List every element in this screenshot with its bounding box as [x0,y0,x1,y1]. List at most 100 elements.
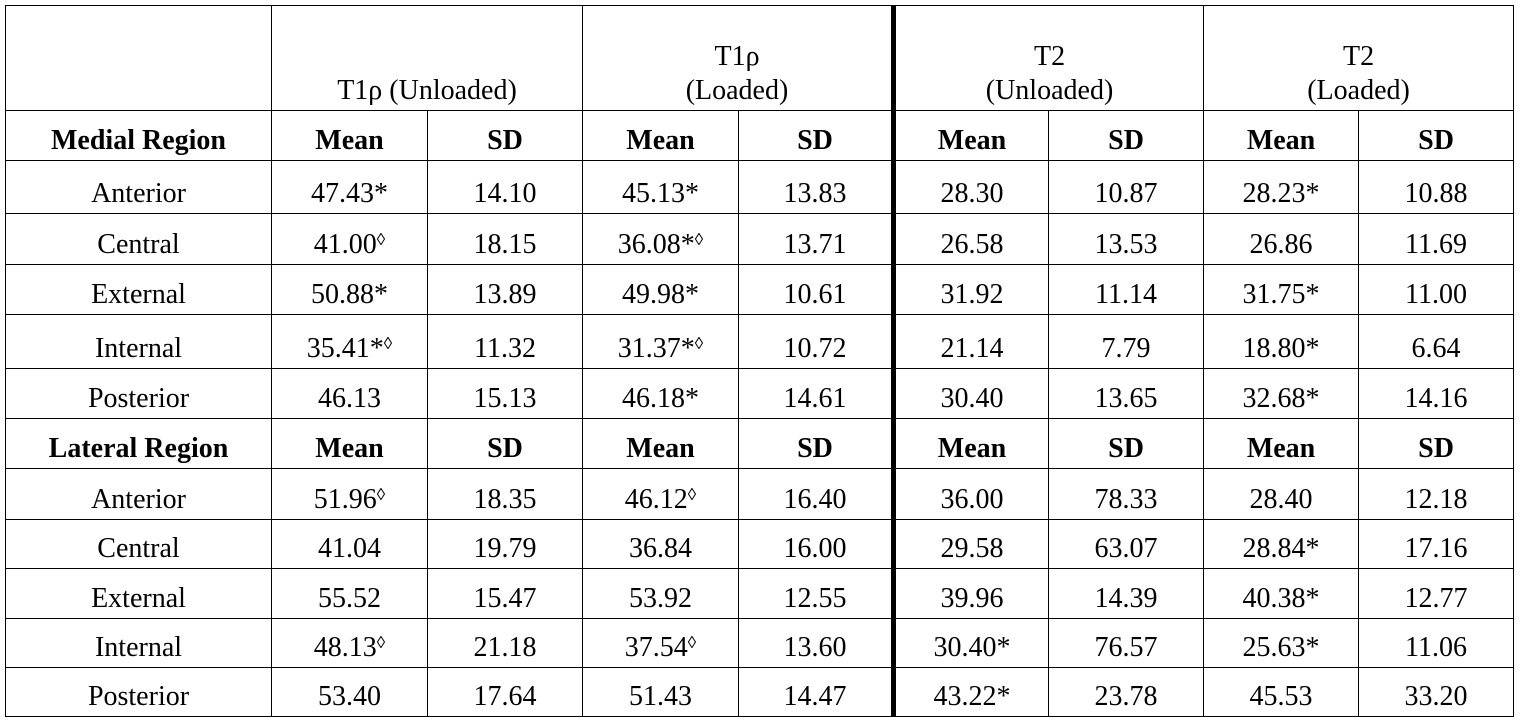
column-header: SD [427,418,583,469]
row-label: Internal [5,314,272,369]
cell: 36.84 [582,519,739,569]
cell: 11.14 [1048,264,1205,315]
group-header-line: T1ρ [714,41,760,72]
cell: 55.52 [271,568,428,619]
column-header: Mean [582,110,739,161]
cell: 13.83 [737,160,897,214]
row-label: External [5,264,272,315]
cell: 40.38* [1203,568,1360,619]
cell: 13.53 [1048,213,1205,265]
cell: 21.18 [427,618,583,668]
cell: 23.78 [1048,667,1205,717]
column-header: SD [1048,110,1205,161]
group-header: T2 (Loaded) [1203,5,1515,111]
cell: 78.33 [1048,468,1205,520]
section-title: Lateral Region [5,418,272,469]
column-header: SD [1358,418,1515,469]
data-row: Internal 48.13◊ 21.18 37.54◊ 13.60 30.40* 76.5… [5,618,1515,668]
data-row: Internal 35.41*◊ 11.32 31.37*◊ 10.72 21.14 7.7… [5,314,1515,369]
cell: 50.88* [271,264,428,315]
cell: 11.06 [1358,618,1515,668]
cell: 45.53 [1203,667,1360,717]
cell: 13.65 [1048,368,1205,419]
group-header-line: (Loaded) [685,75,789,106]
cell: 31.92 [893,264,1050,315]
cell: 31.75* [1203,264,1360,315]
group-header-line: T1ρ (Unloaded) [337,75,517,106]
cell: 51.43 [582,667,739,717]
cell: 26.86 [1203,213,1360,265]
cell: 15.47 [427,568,583,619]
column-header: SD [737,418,897,469]
cell: 17.16 [1358,519,1515,569]
cell: 53.40 [271,667,428,717]
row-label: Anterior [5,160,272,214]
cell: 32.68* [1203,368,1360,419]
cell: 18.80* [1203,314,1360,369]
cell: 19.79 [427,519,583,569]
row-label: Anterior [5,468,272,520]
cell: 45.13* [582,160,739,214]
group-header: T1ρ (Loaded) [581,5,897,111]
data-row: Posterior 46.13 15.13 46.18* 14.61 30.40 13.65… [5,368,1515,419]
data-row: Central 41.04 19.79 36.84 16.00 29.58 63.07 28.… [5,519,1515,569]
cell: 33.20 [1358,667,1515,717]
cell: 41.04 [271,519,428,569]
column-header: SD [1048,418,1205,469]
section-row: Lateral Region Mean SD Mean SD Mean SD Mean SD [5,418,1515,469]
column-header: Mean [271,418,428,469]
cell: 28.40 [1203,468,1360,520]
cell: 17.64 [427,667,583,717]
row-label: Central [5,519,272,569]
data-row: External 50.88* 13.89 49.98* 10.61 31.92 11.14… [5,264,1515,315]
cell: 21.14 [893,314,1050,369]
cell: 28.23* [1203,160,1360,214]
cell: 76.57 [1048,618,1205,668]
cell: 13.60 [737,618,897,668]
column-header: Mean [893,110,1050,161]
column-header: Mean [893,418,1050,469]
cell: 28.30 [893,160,1050,214]
row-label: Posterior [5,368,272,419]
column-header: Mean [1203,418,1360,469]
data-row: External 55.52 15.47 53.92 12.55 39.96 14.39 40… [5,568,1515,619]
cell: 14.61 [737,368,897,419]
cell: 30.40 [893,368,1050,419]
group-header-line: T2 [1033,41,1066,72]
cell: 10.61 [737,264,897,315]
data-table: T1ρ (Unloaded) T1ρ (Loaded) T2 (Unloaded) T2(… [5,5,1515,717]
cell: 10.87 [1048,160,1205,214]
cell: 37.54◊ [582,618,739,668]
column-header: SD [1358,110,1515,161]
group-header-line: (Unloaded) [985,75,1114,106]
header-row: T1ρ (Unloaded) T1ρ (Loaded) T2 (Unloaded) T2(… [5,5,1515,111]
cell: 43.22* [893,667,1050,717]
cell: 47.43* [271,160,428,214]
row-label: External [5,568,272,619]
column-header: Mean [1203,110,1360,161]
cell: 18.35 [427,468,583,520]
cell: 14.39 [1048,568,1205,619]
cell: 26.58 [893,213,1050,265]
group-header-line: T2 [1342,41,1375,72]
cell: 41.00◊ [271,213,428,265]
cell: 28.84* [1203,519,1360,569]
cell: 51.96◊ [271,468,428,520]
cell: 31.37*◊ [582,314,739,369]
column-header: SD [737,110,897,161]
data-row: Anterior 51.96◊ 18.35 46.12◊ 16.40 36.00 78.33… [5,468,1515,520]
column-header: Mean [271,110,428,161]
cell: 46.18* [582,368,739,419]
cell: 14.10 [427,160,583,214]
cell: 30.40* [893,618,1050,668]
cell: 36.00 [893,468,1050,520]
cell: 18.15 [427,213,583,265]
cell: 39.96 [893,568,1050,619]
cell: 63.07 [1048,519,1205,569]
group-header: T2 (Unloaded) [893,5,1205,111]
group-header-line: (Loaded) [1307,75,1410,106]
cell: 14.16 [1358,368,1515,419]
cell: 46.13 [271,368,428,419]
row-label: Internal [5,618,272,668]
